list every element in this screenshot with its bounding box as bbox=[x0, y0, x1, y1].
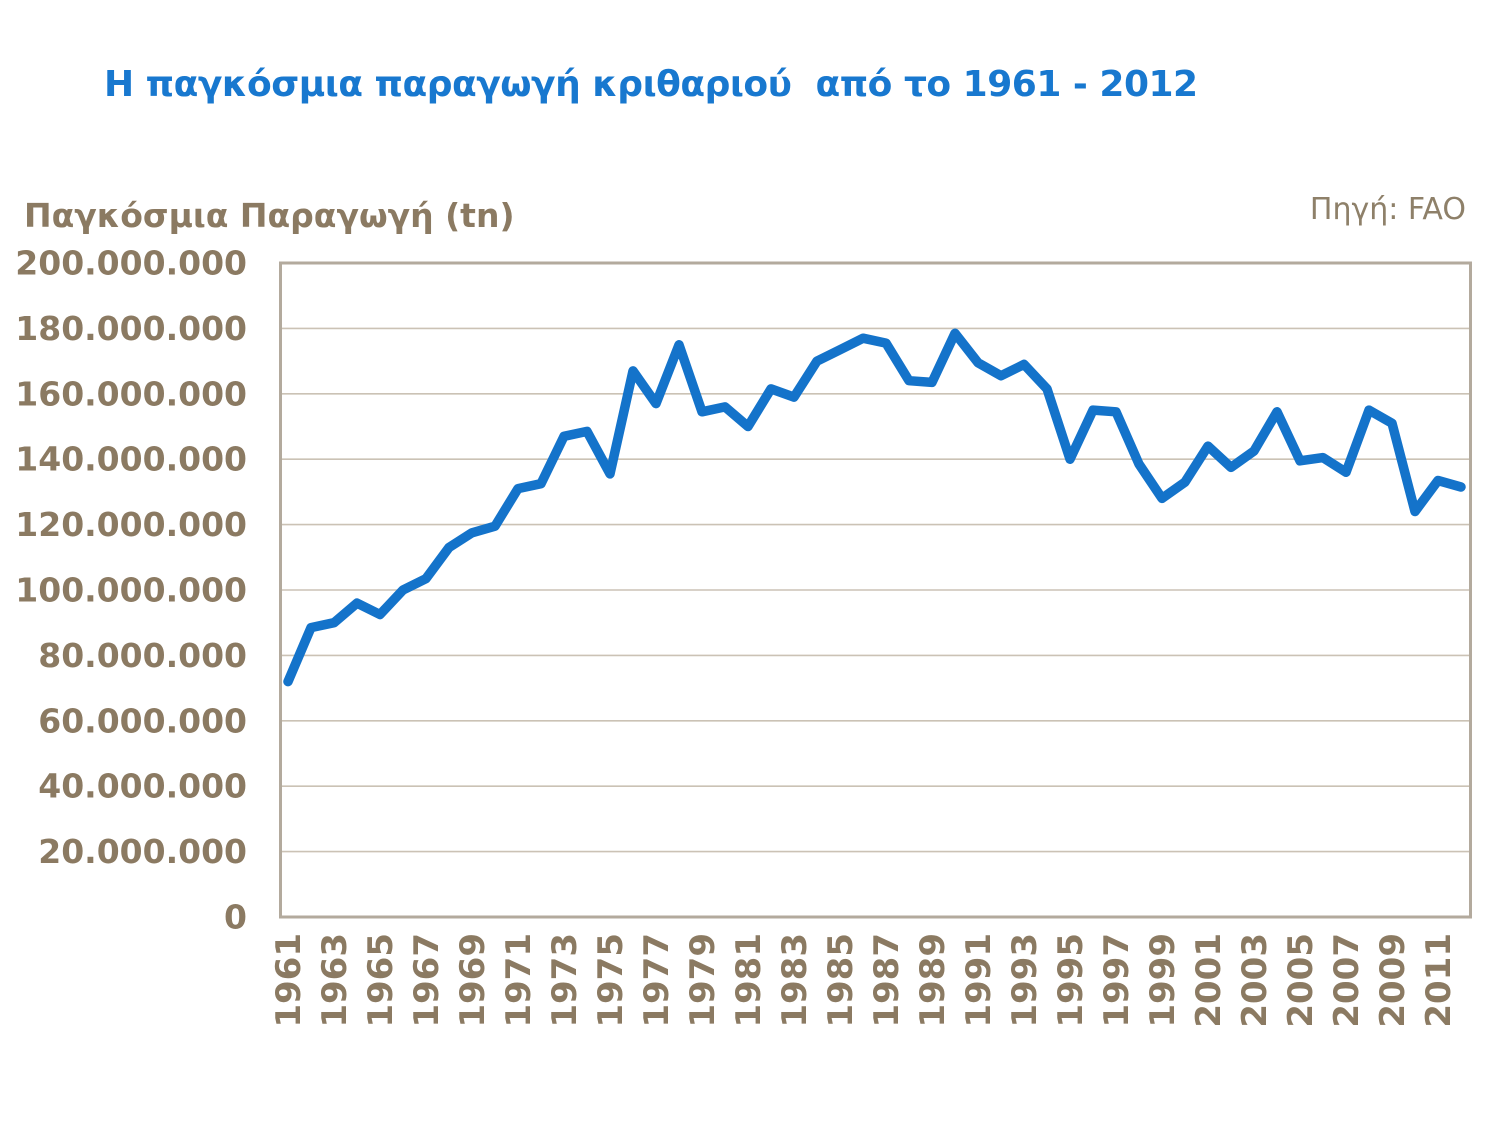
x-tick-label: 1979 bbox=[683, 933, 723, 1028]
x-tick-label: 2005 bbox=[1281, 933, 1321, 1028]
x-tick-label: 1967 bbox=[407, 933, 447, 1028]
x-tick-label: 1969 bbox=[453, 933, 493, 1028]
source-label: Πηγή: FAO bbox=[1309, 192, 1466, 227]
production-line-series bbox=[283, 328, 1466, 687]
x-tick-label: 1987 bbox=[867, 933, 907, 1028]
y-tick-label: 160.000.000 bbox=[15, 374, 247, 413]
x-tick-label: 1995 bbox=[1051, 933, 1091, 1028]
x-tick-label: 1973 bbox=[545, 933, 585, 1028]
x-tick-label: 2011 bbox=[1419, 933, 1459, 1028]
x-tick-label: 2009 bbox=[1373, 933, 1413, 1028]
y-tick-label: 120.000.000 bbox=[15, 505, 247, 544]
x-tick-label: 1961 bbox=[269, 933, 309, 1028]
y-tick-label: 60.000.000 bbox=[38, 701, 247, 740]
x-tick-label: 2003 bbox=[1235, 933, 1275, 1028]
y-tick-label: 180.000.000 bbox=[15, 309, 247, 348]
y-tick-label: 140.000.000 bbox=[15, 440, 247, 479]
plot-border bbox=[279, 261, 1472, 919]
x-tick-label: 1999 bbox=[1143, 933, 1183, 1028]
x-tick-label: 1985 bbox=[821, 933, 861, 1028]
chart-title: Η παγκόσμια παραγωγή κριθαριού από το 19… bbox=[104, 64, 1198, 105]
y-tick-label: 40.000.000 bbox=[38, 767, 247, 806]
y-tick-label: 0 bbox=[224, 898, 247, 937]
x-tick-label: 1983 bbox=[775, 933, 815, 1028]
x-tick-label: 1963 bbox=[315, 933, 355, 1028]
x-tick-label: 1965 bbox=[361, 933, 401, 1028]
x-tick-label: 2007 bbox=[1327, 933, 1367, 1028]
y-tick-label: 20.000.000 bbox=[38, 832, 247, 871]
x-tick-label: 1989 bbox=[913, 933, 953, 1028]
x-tick-label: 1981 bbox=[729, 933, 769, 1028]
x-tick-label: 1991 bbox=[959, 933, 999, 1028]
y-tick-label: 200.000.000 bbox=[15, 244, 247, 283]
x-tick-label: 1975 bbox=[591, 933, 631, 1028]
x-tick-label: 1997 bbox=[1097, 933, 1137, 1028]
y-axis-title: Παγκόσμια Παραγωγή (tn) bbox=[24, 196, 515, 235]
y-tick-label: 80.000.000 bbox=[38, 636, 247, 675]
x-tick-label: 1993 bbox=[1005, 933, 1045, 1028]
x-tick-label: 2001 bbox=[1189, 933, 1229, 1028]
x-tick-label: 1977 bbox=[637, 933, 677, 1028]
x-tick-label: 1971 bbox=[499, 933, 539, 1028]
y-tick-label: 100.000.000 bbox=[15, 571, 247, 610]
